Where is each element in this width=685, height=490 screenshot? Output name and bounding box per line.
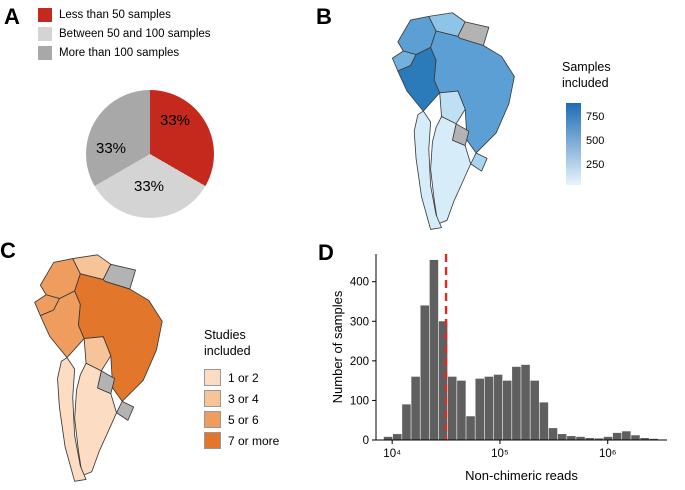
legend-swatch-red [38,8,52,22]
histogram-bar [411,376,420,440]
legend-item: 5 or 6 [204,411,279,429]
legend-item: More than 100 samples [38,46,211,60]
country-chile [57,357,87,482]
histogram-bar [429,259,439,440]
histogram-svg: 0 100 200 300 400 10⁴ 10⁵ 10⁶ Non-chimeric reads… [330,254,667,483]
legend-label: 3 or 4 [228,391,259,406]
panel-b-letter: B [316,4,332,29]
legend-item: 1 or 2 [204,369,279,387]
legend-swatch-3or4 [204,390,221,408]
country-uruguay [116,400,135,421]
y-tick-label: 100 [350,395,369,407]
legend-item: Less than 50 samples [38,8,211,22]
gradient-tick-500: 500 [586,135,605,148]
legend-swatch-lightgray [38,27,52,41]
map-studies-included [34,254,163,482]
y-tick-label: 300 [350,316,369,328]
histogram-bar [530,380,539,440]
country-uruguay [470,152,488,172]
histogram-bar [393,434,402,440]
histogram-bar [475,378,485,440]
histogram-bar [420,305,430,440]
histogram-bar [502,380,512,440]
histogram-bar [512,366,521,440]
legend-label: 5 or 6 [228,412,259,427]
x-axis-title: Non-chimeric reads [465,468,578,483]
y-tick-label: 200 [350,356,369,368]
map-samples-included [391,12,515,230]
gradient-tick-250: 250 [586,159,605,172]
samples-legend-title-line1: Samples [562,60,611,74]
x-tick-label: 10⁶ [599,448,617,460]
legend-item: 7 or more [204,432,280,450]
legend-label: Less than 50 samples [59,9,171,21]
legend-label: More than 100 samples [59,47,180,59]
pie-legend: Less than 50 samples Between 50 and 100 … [38,8,211,60]
legend-swatch-5or6 [204,411,221,429]
pie-chart [86,90,214,218]
histogram-bar [649,438,659,440]
legend-swatch-1or2 [204,369,221,387]
histogram-bar [576,436,585,440]
samples-gradient-bar: 750 500 250 [566,103,604,186]
pie-slice-label: 33% [160,112,191,129]
panel-a-letter: A [4,4,20,29]
samples-legend: Samples included 750 500 250 [562,60,611,186]
histogram-bar [612,432,622,440]
samples-legend-title-line2: included [562,75,609,90]
y-axis-title: Number of samples [330,290,345,403]
country-bolivia [83,336,112,372]
pie-slice-label: 33% [96,140,127,157]
country-bolivia [439,90,466,125]
legend-label: 7 or more [228,433,280,448]
gradient-tick-750: 750 [586,111,605,124]
histogram-bar [484,376,494,440]
histogram-bar [548,428,558,440]
legend-swatch-7ormore [204,432,221,450]
studies-legend-title: Studies included [204,328,279,359]
histogram-bar [640,438,649,440]
legend-item: Between 50 and 100 samples [38,27,211,41]
histogram-bar [493,374,503,440]
studies-legend: Studies included 1 or 2 3 or 4 5 or 6 7 … [204,328,280,450]
histogram-bar [594,438,604,440]
histogram-bar [631,435,640,440]
country-argentina [74,362,117,477]
panel-c-letter: C [0,238,16,263]
legend-label: 1 or 2 [228,370,259,385]
x-tick-label: 10⁴ [383,448,401,460]
panel-d-letter: D [318,240,334,265]
histogram-bar [383,436,393,440]
legend-item: 3 or 4 [204,390,279,408]
studies-legend-title-line1: Studies [204,328,246,342]
country-argentina [430,116,472,225]
histogram-bar [585,438,594,440]
x-tick-label: 10⁵ [491,448,509,460]
histogram-bar [521,364,530,440]
histogram-bar [557,434,567,440]
histogram-bar [447,376,457,440]
studies-legend-title-line2: included [204,343,251,358]
histogram-bar [539,402,549,440]
histogram-bar [457,380,466,440]
histogram-bar [438,321,448,440]
samples-legend-title: Samples included [562,60,611,91]
legend-swatch-darkgray [38,46,52,60]
y-tick-label: 400 [350,277,369,289]
histogram-bar [402,404,411,440]
histogram-bar [466,416,475,440]
legend-label: Between 50 and 100 samples [59,28,211,40]
histogram-bar [567,436,576,440]
country-chile [413,110,442,230]
histogram-bar [622,431,631,440]
y-tick-label: 0 [363,435,369,447]
pie-slice-label: 33% [134,178,165,195]
histogram-bar [603,436,613,440]
